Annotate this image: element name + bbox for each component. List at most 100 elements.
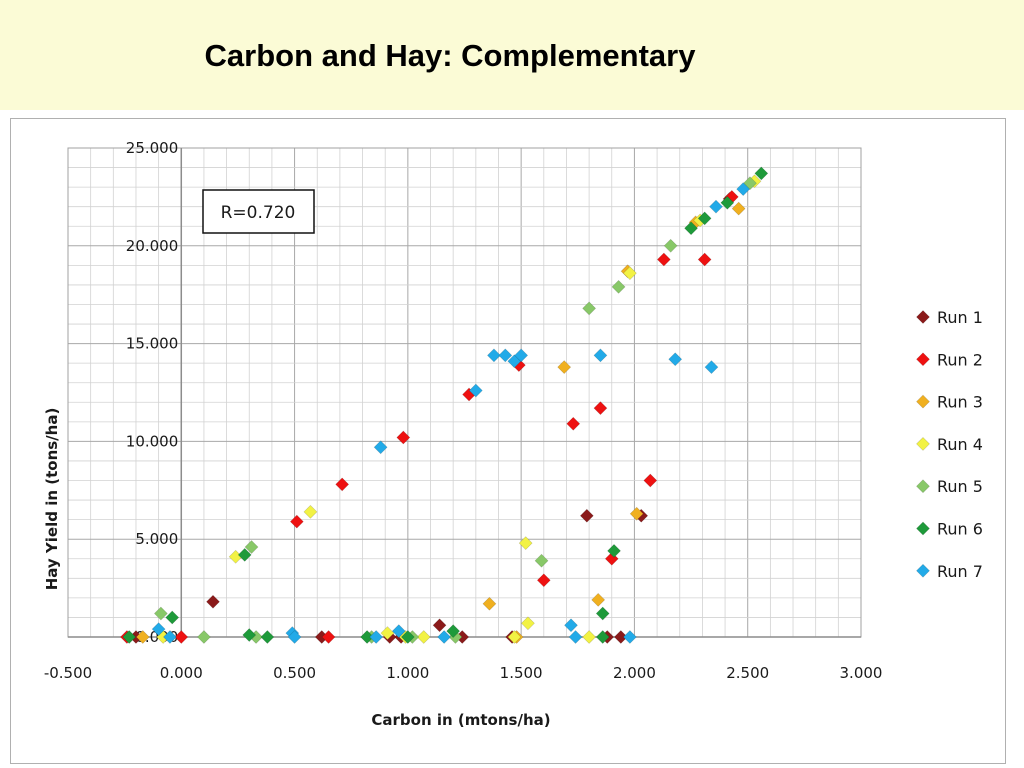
y-tick-label: 15.000 [126,335,179,353]
x-axis-title: Carbon in (mtons/ha) [371,711,550,729]
data-point-run-4 [622,266,637,281]
data-point-run-4 [521,616,535,631]
legend-label-run-2: Run 2 [937,350,983,369]
tick-labels: -0.500 0.000 0.500 1.000 1.500 2.000 2.500 3.00… [44,139,883,682]
data-point-run-3 [482,596,497,611]
legend-marker-run-7 [916,563,930,578]
slide-title: Carbon and Hay: Complementary [204,38,696,73]
data-point-run-4 [582,630,597,644]
data-point-run-4 [507,630,522,644]
data-point-run-7 [487,348,501,363]
x-tick-label: 1.000 [386,664,429,682]
data-point-run-5 [244,540,259,554]
data-point-run-7 [622,630,637,644]
data-point-run-6 [720,195,735,210]
x-tick-label: 2.500 [726,664,769,682]
data-point-run-2 [536,573,551,588]
data-point-run-6 [595,630,610,644]
data-point-run-4 [416,630,431,644]
data-point-run-4 [380,626,395,641]
x-tick-label: 0.500 [273,664,316,682]
data-point-run-1 [432,618,447,633]
legend-marker-run-3 [916,394,930,409]
data-point-run-2 [289,514,304,529]
data-point-run-5 [582,301,597,316]
data-point-run-7 [568,630,583,644]
legend-marker-run-6 [916,521,930,536]
legend-marker-run-5 [916,479,930,494]
data-point-run-7 [704,360,719,374]
data-point-run-2 [566,416,581,431]
data-point-run-7 [668,352,683,367]
data-point-run-3 [731,201,746,216]
data-point-run-6 [165,610,180,625]
data-point-run-3 [591,592,606,607]
scatter-chart: -0.500 0.000 0.500 1.000 1.500 2.000 2.500 3.00… [43,139,983,729]
legend-marker-run-4 [916,436,930,451]
data-point-run-1 [579,508,594,523]
data-point-run-2 [174,630,189,644]
data-point-run-6 [607,544,621,558]
data-point-run-3 [557,360,572,374]
data-point-run-7 [736,182,751,197]
correlation-annotation: R=0.720 [221,203,296,223]
data-point-run-1 [206,594,220,609]
data-point-run-7 [391,624,406,639]
data-point-run-5 [153,606,168,621]
y-tick-label: 5.000 [135,530,178,548]
data-point-run-1 [613,630,628,644]
data-point-run-2 [335,477,350,492]
data-point-run-6 [400,630,415,644]
data-point-run-6 [754,166,769,181]
legend-label-run-4: Run 4 [937,435,983,454]
data-point-run-7 [151,622,166,637]
legend-marker-run-1 [916,310,930,324]
y-tick-label: 25.000 [126,139,179,157]
y-axis-title: Hay Yield in (tons/ha) [43,408,61,591]
data-point-run-6 [446,624,461,639]
data-point-run-7 [468,383,483,398]
data-point-run-6 [122,630,137,644]
data-point-run-5 [534,553,549,568]
data-point-run-6 [684,221,698,236]
legend-label-run-7: Run 7 [937,562,983,581]
data-point-run-6 [237,547,252,562]
data-point-run-7 [593,348,608,363]
data-point-run-2 [593,401,608,416]
legend-marker-run-2 [916,352,930,367]
data-point-run-7 [514,348,529,363]
legend: Run 1 Run 2 Run 3 Run 4 Run 5 Run 6 Run 7 [916,308,983,581]
data-point-run-2 [643,473,658,488]
data-point-run-7 [287,630,302,644]
data-points [119,166,769,644]
data-point-run-5 [197,630,211,644]
y-tick-label: 20.000 [126,237,179,255]
data-point-run-6 [242,628,257,642]
data-point-run-3 [135,630,150,644]
x-tick-label: -0.500 [44,664,92,682]
data-point-run-6 [595,606,610,621]
legend-label-run-3: Run 3 [937,393,983,412]
data-point-run-7 [373,440,388,455]
annotation-box: R=0.720 [202,189,315,234]
data-point-run-5 [611,279,626,294]
chart-frame: -0.500 0.000 0.500 1.000 1.500 2.000 2.500 3.00… [10,118,1006,764]
data-point-run-4 [303,504,318,519]
data-point-run-6 [260,630,275,644]
data-point-run-7 [564,618,578,633]
legend-label-run-1: Run 1 [937,308,983,327]
x-tick-label: 2.000 [613,664,656,682]
x-tick-label: 1.500 [500,664,543,682]
data-point-run-2 [656,252,671,267]
data-point-run-6 [360,630,374,644]
legend-label-run-6: Run 6 [937,520,983,539]
data-point-run-7 [709,199,723,214]
x-tick-label: 0.000 [160,664,203,682]
data-point-run-2 [321,630,336,644]
x-tick-label: 3.000 [840,664,883,682]
data-point-run-7 [163,630,177,644]
y-tick-label: 10.000 [126,432,179,450]
data-point-run-6 [697,211,712,226]
data-point-run-7 [437,630,452,644]
data-point-run-7 [369,630,384,644]
